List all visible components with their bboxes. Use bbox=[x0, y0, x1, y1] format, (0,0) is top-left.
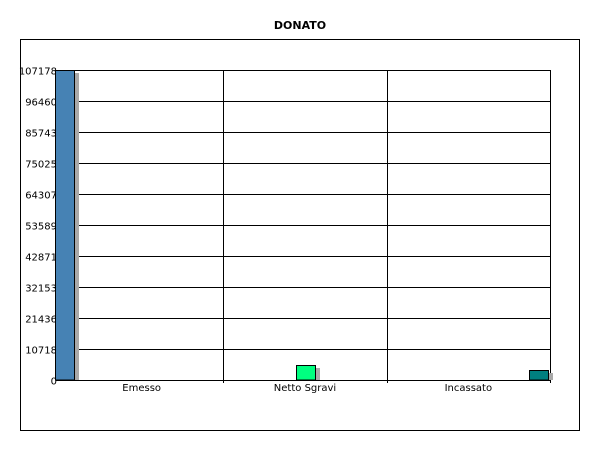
x-tick-label: Netto Sgravi bbox=[274, 383, 336, 394]
y-tick-label: 85743 bbox=[25, 129, 57, 140]
y-tick-label: 32153 bbox=[25, 284, 57, 295]
y-tick-label: 21436 bbox=[25, 315, 57, 326]
y-tick-label: 107178 bbox=[19, 67, 57, 78]
bar-incassato bbox=[529, 370, 549, 381]
y-tick-label: 53589 bbox=[25, 222, 57, 233]
chart-title: DONATO bbox=[273, 19, 327, 32]
x-tick-label: Incassato bbox=[445, 383, 493, 394]
chart-frame bbox=[20, 39, 580, 431]
y-tick-label: 64307 bbox=[25, 191, 57, 202]
y-tick-label: 42871 bbox=[25, 253, 57, 264]
y-tick-label: 96460 bbox=[25, 98, 57, 109]
y-tick-label: 75025 bbox=[25, 160, 57, 171]
y-tick-label: 0 bbox=[51, 377, 57, 388]
y-tick-label: 10718 bbox=[25, 346, 57, 357]
bar-emesso bbox=[55, 70, 75, 381]
bar-netto-sgravi bbox=[296, 365, 316, 381]
x-tick-label: Emesso bbox=[122, 383, 161, 394]
